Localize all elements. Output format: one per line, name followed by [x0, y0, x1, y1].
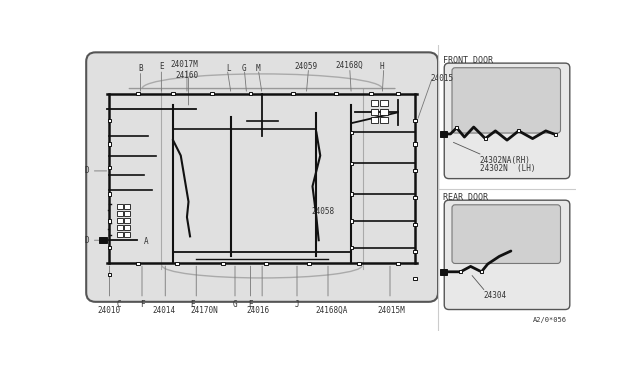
FancyBboxPatch shape — [444, 200, 570, 310]
Bar — [413, 223, 417, 226]
Bar — [380, 100, 388, 106]
Bar — [124, 204, 131, 209]
Text: 24010: 24010 — [98, 307, 121, 315]
Bar — [171, 92, 175, 96]
FancyBboxPatch shape — [86, 52, 438, 302]
Bar — [349, 246, 353, 250]
Bar — [175, 262, 179, 265]
Bar — [371, 100, 378, 106]
Bar — [117, 218, 124, 223]
Text: 24058: 24058 — [311, 207, 334, 216]
Bar — [124, 225, 131, 230]
Bar — [124, 211, 131, 217]
Text: G: G — [233, 300, 237, 309]
Bar — [117, 211, 124, 217]
Bar — [440, 269, 447, 275]
Text: 24015M: 24015M — [378, 307, 405, 315]
Bar — [459, 270, 462, 273]
Text: 24017M: 24017M — [171, 60, 198, 69]
Bar — [136, 262, 140, 265]
Text: A: A — [145, 237, 149, 246]
Text: 24160: 24160 — [175, 71, 198, 80]
Bar — [349, 162, 353, 165]
Bar — [117, 225, 124, 230]
Bar — [371, 109, 378, 115]
Text: A2/0*056: A2/0*056 — [532, 317, 566, 323]
Bar — [264, 262, 268, 265]
Bar — [108, 142, 111, 145]
Text: 24168QA: 24168QA — [316, 307, 348, 315]
Bar — [371, 117, 378, 123]
Bar — [99, 237, 107, 243]
Text: J: J — [294, 300, 300, 309]
Text: E: E — [159, 62, 164, 71]
Bar — [136, 92, 140, 96]
Bar — [413, 277, 417, 280]
Text: E: E — [248, 300, 253, 309]
Bar — [357, 262, 361, 265]
Bar — [108, 192, 111, 196]
Bar — [380, 117, 388, 123]
FancyBboxPatch shape — [444, 63, 570, 179]
Bar — [455, 126, 458, 129]
Text: 24015: 24015 — [430, 74, 453, 83]
Bar — [117, 204, 124, 209]
Bar — [413, 196, 417, 199]
Bar — [349, 192, 353, 196]
Bar — [124, 232, 131, 237]
Bar — [108, 246, 111, 250]
Bar — [334, 92, 338, 96]
Bar — [210, 92, 214, 96]
Text: 24302NA(RH): 24302NA(RH) — [480, 155, 531, 164]
Bar — [413, 119, 417, 122]
Text: G: G — [242, 64, 246, 73]
Text: B: B — [138, 64, 143, 73]
Bar — [108, 273, 111, 276]
Text: 24059: 24059 — [295, 62, 318, 71]
Text: F: F — [140, 300, 144, 309]
Bar — [413, 142, 417, 145]
Text: 24170N: 24170N — [190, 307, 218, 315]
Bar — [221, 262, 225, 265]
Text: M: M — [256, 64, 260, 73]
Bar — [396, 262, 400, 265]
Text: FRONT DOOR: FRONT DOOR — [443, 56, 493, 65]
Bar — [108, 166, 111, 169]
Text: D: D — [84, 236, 90, 245]
Bar — [396, 92, 400, 96]
Bar — [307, 262, 310, 265]
Bar — [291, 92, 295, 96]
Bar — [554, 133, 557, 136]
Bar — [480, 270, 483, 273]
Text: 24014: 24014 — [152, 307, 175, 315]
Text: C: C — [116, 300, 121, 309]
Bar — [380, 109, 388, 115]
Bar — [413, 169, 417, 173]
Text: 24304: 24304 — [484, 291, 507, 300]
FancyBboxPatch shape — [452, 68, 561, 133]
Bar — [517, 129, 520, 132]
Bar — [108, 219, 111, 222]
FancyBboxPatch shape — [452, 205, 561, 263]
Bar — [369, 92, 372, 96]
Bar — [413, 250, 417, 253]
Bar — [124, 218, 131, 223]
Text: REAR DOOR: REAR DOOR — [443, 193, 488, 202]
Bar — [108, 119, 111, 122]
Text: E: E — [190, 300, 195, 309]
Text: 24168Q: 24168Q — [336, 61, 364, 70]
Bar — [248, 92, 252, 96]
Text: L: L — [227, 64, 231, 73]
Text: H: H — [380, 62, 385, 71]
Bar — [484, 137, 487, 140]
Bar — [349, 131, 353, 134]
Bar — [440, 131, 447, 137]
Bar — [349, 219, 353, 222]
Text: 24302N  (LH): 24302N (LH) — [480, 164, 536, 173]
Text: D: D — [84, 166, 90, 176]
Text: 24016: 24016 — [246, 307, 270, 315]
Bar — [117, 232, 124, 237]
